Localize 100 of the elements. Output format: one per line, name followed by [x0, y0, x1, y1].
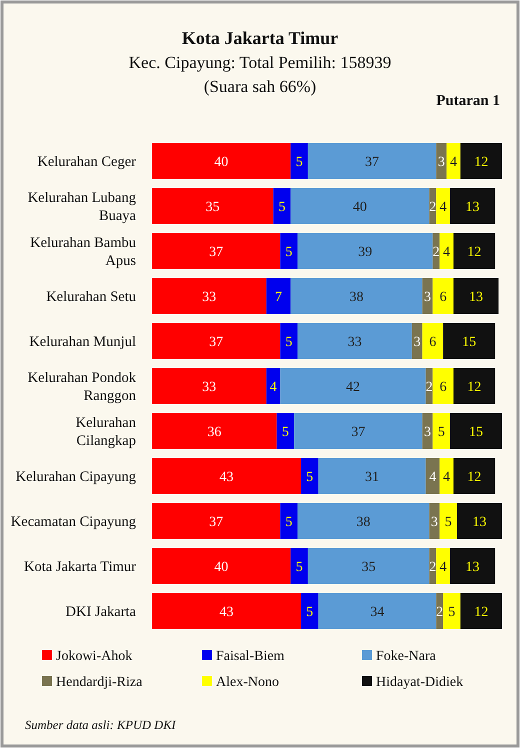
data-label: 37 [209, 245, 224, 260]
legend-label: Hidayat-Didiek [376, 675, 464, 690]
y-tick-label: Kelurahan Cilangkap [76, 415, 137, 449]
data-label: 5 [306, 605, 314, 620]
bar [440, 503, 457, 539]
bar [429, 548, 436, 584]
data-label: 3 [438, 155, 445, 170]
bar [456, 503, 502, 539]
data-label: 35 [206, 200, 220, 215]
data-label: 4 [440, 560, 447, 575]
data-label: 6 [429, 335, 436, 350]
y-tick-label: Kelurahan Munjul [29, 334, 136, 350]
bar [273, 188, 291, 224]
bar [453, 278, 499, 314]
y-tick-label: Kelurahan Setu [46, 289, 136, 305]
data-label: 37 [365, 155, 380, 170]
bar [450, 188, 496, 224]
bar [429, 188, 436, 224]
bar [298, 503, 430, 539]
bar [450, 548, 496, 584]
bar [152, 503, 280, 539]
data-label: 5 [278, 200, 286, 215]
bar [266, 368, 280, 404]
data-label: 5 [285, 515, 292, 530]
bar [290, 143, 308, 179]
data-label: 4 [443, 470, 450, 485]
bar [280, 233, 298, 269]
bar [152, 278, 266, 314]
bar [152, 143, 291, 179]
data-label: 5 [438, 425, 445, 440]
y-tick-label: Kelurahan Pondok Ranggon [28, 370, 137, 404]
bar [301, 458, 318, 494]
data-label: 15 [462, 335, 476, 350]
y-tick-label: DKI Jakarta [66, 604, 137, 620]
bar [152, 548, 291, 584]
data-label: 15 [469, 425, 484, 440]
bar [280, 323, 298, 359]
data-label: 4 [429, 470, 436, 485]
bar [290, 278, 422, 314]
bar [460, 143, 502, 179]
legend-label: Foke-Nara [376, 649, 437, 664]
data-label: 33 [348, 335, 362, 350]
data-label: 38 [349, 290, 364, 305]
bar [294, 413, 422, 449]
bar [436, 548, 450, 584]
bar [290, 548, 308, 584]
data-label: 33 [202, 380, 216, 395]
text: Putaran 1 [436, 93, 500, 109]
legend-label: Alex-Nono [216, 675, 279, 690]
data-label: 2 [432, 245, 440, 260]
y-tick-label: Kecamatan Cipayung [10, 514, 136, 530]
bar [453, 458, 496, 494]
data-label: 2 [429, 200, 436, 215]
bar [432, 278, 454, 314]
data-label: 12 [467, 245, 482, 260]
bar [152, 368, 266, 404]
bar [436, 593, 444, 629]
data-label: 2 [426, 380, 433, 395]
bar [152, 323, 280, 359]
data-label: 12 [467, 470, 482, 485]
y-tick-label: Kelurahan Ceger [37, 154, 136, 170]
y-tick-label: Kelurahan Cipayung [16, 469, 136, 485]
data-label: 4 [450, 155, 457, 170]
data-label: 31 [365, 470, 380, 485]
bar [432, 413, 450, 449]
bar [443, 593, 460, 629]
data-label: 7 [274, 290, 282, 305]
data-label: 33 [202, 290, 216, 305]
data-label: 3 [424, 290, 431, 305]
bar [298, 233, 433, 269]
bar [440, 458, 454, 494]
data-label: 39 [358, 245, 372, 260]
bar [422, 323, 444, 359]
bar [443, 323, 496, 359]
bar [453, 368, 496, 404]
data-label: 13 [466, 560, 480, 575]
legend-label: Hendardji-Riza [56, 675, 144, 690]
data-label: 3 [414, 335, 421, 350]
data-label: 5 [306, 470, 314, 485]
bar [436, 143, 447, 179]
data-label: 5 [285, 335, 292, 350]
data-label: 12 [474, 605, 488, 620]
bar [318, 593, 436, 629]
bar [152, 188, 274, 224]
bar [280, 503, 298, 539]
data-label: 34 [370, 605, 384, 620]
data-label: 4 [443, 245, 450, 260]
data-label: 43 [220, 470, 234, 485]
bar [440, 233, 454, 269]
bar [298, 323, 412, 359]
data-label: 5 [296, 155, 303, 170]
data-label: 2 [436, 605, 444, 620]
data-label: 42 [346, 380, 360, 395]
data-label: 3 [430, 515, 438, 530]
data-label: 37 [209, 335, 224, 350]
y-tick-label: Kelurahan Lubang Buaya [28, 190, 137, 224]
bar [152, 593, 302, 629]
data-label: 12 [474, 155, 488, 170]
bar [432, 233, 440, 269]
data-label: 5 [444, 515, 452, 530]
